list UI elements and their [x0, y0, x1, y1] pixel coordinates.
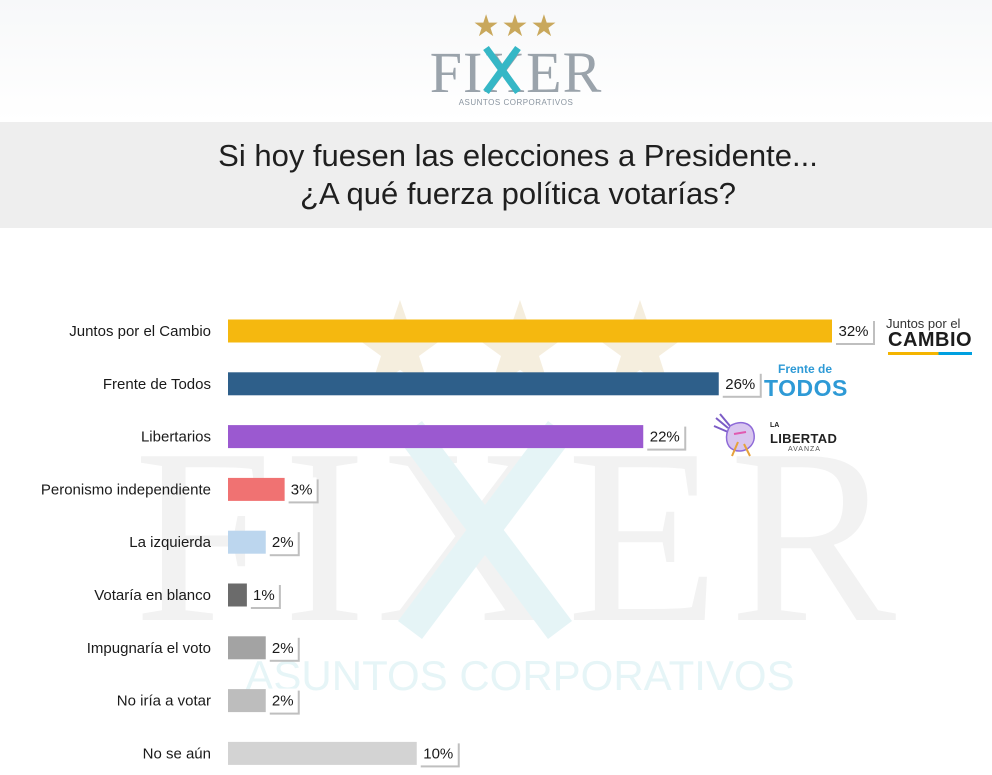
jxc-logo-top: Juntos por el — [886, 316, 961, 331]
chart-title-line-2: ¿A qué fuerza política votarías? — [300, 176, 736, 211]
fdt-logo-top: Frente de — [778, 362, 833, 376]
fixer-wordmark: FIXER — [430, 40, 602, 102]
value-label-box — [248, 583, 279, 607]
brand-subtitle: ASUNTOS CORPORATIVOS — [458, 98, 574, 107]
fdt-logo-bottom: TODOS — [764, 375, 848, 401]
value-label: 3% — [291, 481, 313, 498]
value-label-box — [267, 635, 298, 660]
bar — [228, 741, 417, 765]
bar — [228, 477, 285, 501]
bar — [228, 583, 247, 607]
value-label-box — [286, 477, 317, 502]
jxc-logo-underline — [888, 352, 972, 355]
category-label: No iría a votar — [117, 693, 211, 710]
frente-de-todos-logo: Frente de TODOS — [764, 362, 860, 406]
bar — [228, 636, 266, 660]
chart-title-line-1: Si hoy fuesen las elecciones a President… — [218, 138, 818, 173]
category-label: Frente de Todos — [103, 376, 211, 393]
bar — [228, 425, 644, 449]
bar — [228, 319, 832, 343]
value-label: 22% — [650, 429, 680, 446]
jxc-logo-bottom: CAMBIO — [888, 329, 973, 351]
lla-logo-small: LA — [770, 422, 780, 429]
la-libertad-avanza-logo: LA LIBERTAD AVANZA — [710, 412, 850, 462]
category-label: Votaría en blanco — [94, 587, 211, 604]
category-label: No se aún — [143, 745, 211, 762]
category-label: Juntos por el Cambio — [69, 323, 211, 340]
value-label: 32% — [838, 323, 868, 340]
value-label: 2% — [272, 693, 294, 710]
value-label: 2% — [272, 534, 294, 551]
value-label: 1% — [253, 587, 275, 604]
lion-icon — [713, 413, 755, 457]
fixer-logo: ★★★ FIXER ASUNTOS CORPORATIVOS — [396, 10, 636, 120]
value-label-box — [720, 371, 760, 396]
category-label: Peronismo independiente — [41, 481, 211, 498]
category-label: La izquierda — [129, 534, 211, 551]
value-label-box — [267, 688, 298, 713]
logo-stars: ★★★ — [472, 10, 560, 43]
category-label: Libertarios — [141, 429, 211, 446]
juntos-por-el-cambio-logo: Juntos por el CAMBIO — [884, 316, 976, 356]
value-label-box — [834, 319, 873, 343]
lla-logo-sub: AVANZA — [788, 446, 821, 453]
title-band: Si hoy fuesen las elecciones a President… — [0, 122, 992, 228]
bar — [228, 372, 719, 396]
bar-chart: Juntos por el Cambio 32% Frente de Todos 26… — [41, 319, 875, 768]
value-label-box — [418, 741, 458, 766]
lla-logo-big: LIBERTAD — [770, 431, 838, 446]
value-label: 2% — [272, 640, 294, 657]
bar — [228, 530, 266, 554]
value-label: 26% — [725, 376, 755, 393]
value-label: 10% — [423, 745, 453, 762]
value-label-box — [267, 530, 298, 555]
value-label-box — [645, 424, 685, 449]
category-label: Impugnaría el voto — [87, 640, 211, 657]
bar — [228, 689, 266, 713]
